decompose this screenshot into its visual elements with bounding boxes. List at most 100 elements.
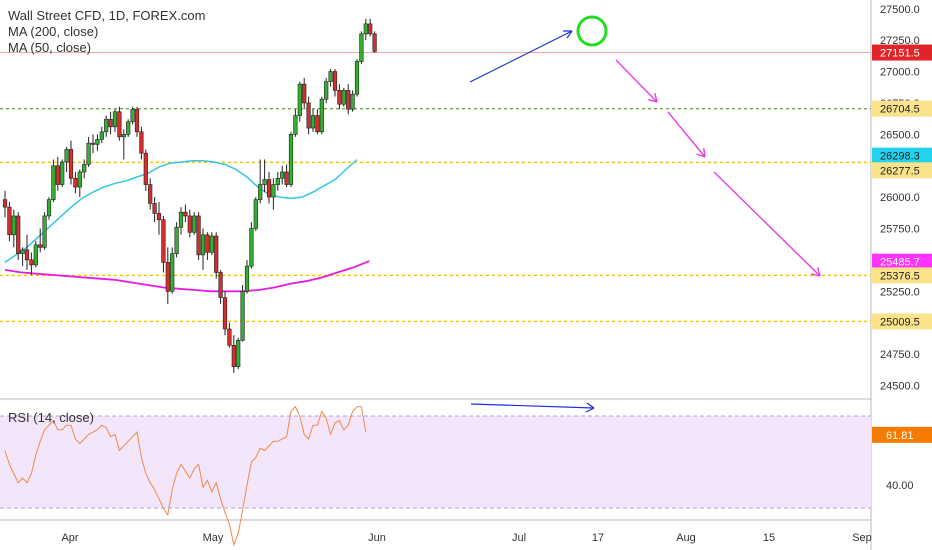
candle bbox=[24, 249, 30, 261]
candle bbox=[200, 234, 206, 256]
candle bbox=[231, 344, 236, 367]
price-tag-bg-2 bbox=[872, 147, 932, 164]
price-tick-label: 24500.0 bbox=[880, 380, 920, 392]
candle bbox=[227, 328, 232, 346]
candle bbox=[29, 259, 34, 266]
price-tag-bg-5 bbox=[872, 267, 932, 284]
candle bbox=[121, 134, 126, 138]
forecast-arrow-0 bbox=[615, 59, 658, 103]
candle bbox=[77, 171, 82, 188]
candle bbox=[148, 184, 153, 204]
candle bbox=[275, 177, 280, 185]
rsi-tag-label: 61.81 bbox=[886, 430, 914, 442]
candle bbox=[55, 165, 60, 185]
candle bbox=[86, 142, 91, 165]
rsi-legend: RSI (14, close) bbox=[8, 410, 94, 425]
price-tick-label: 25250.0 bbox=[880, 286, 920, 298]
candle bbox=[82, 164, 87, 173]
price-tag-bg-1 bbox=[872, 100, 932, 117]
rsi-divergence-arrowhead bbox=[585, 402, 595, 413]
candle bbox=[156, 213, 162, 221]
date-tick-label: 15 bbox=[763, 532, 775, 544]
forecast-arrow-2 bbox=[713, 171, 821, 277]
legend-ma50: MA (50, close) bbox=[8, 40, 92, 55]
candle bbox=[11, 215, 16, 236]
rsi-tag-bg bbox=[872, 426, 932, 443]
candle bbox=[46, 199, 52, 217]
price-tag-bg-4 bbox=[872, 253, 932, 270]
candle bbox=[183, 211, 188, 217]
date-tick-label: Apr bbox=[61, 532, 78, 544]
candle bbox=[7, 206, 12, 236]
price-tag-label: 26298.3 bbox=[880, 151, 920, 163]
candle bbox=[280, 171, 285, 179]
candle bbox=[249, 228, 254, 267]
candle bbox=[214, 235, 219, 273]
chart-title: Wall Street CFD, 1D, FOREX.com bbox=[8, 8, 206, 23]
candle bbox=[42, 215, 47, 248]
candle bbox=[310, 115, 316, 129]
candle bbox=[90, 142, 96, 145]
forecast-arrow-1 bbox=[667, 111, 706, 158]
candle bbox=[354, 61, 360, 95]
candle bbox=[359, 33, 364, 62]
price-tag-label: 26277.5 bbox=[880, 165, 920, 177]
candle bbox=[297, 83, 302, 116]
ma200-line bbox=[4, 260, 370, 293]
candle bbox=[288, 134, 294, 185]
candle bbox=[341, 90, 346, 105]
legend-ma200: MA (200, close) bbox=[8, 24, 99, 39]
price-trend-arrowhead bbox=[563, 30, 573, 39]
candle bbox=[104, 118, 109, 133]
candle bbox=[258, 184, 263, 200]
candle bbox=[253, 199, 258, 229]
date-tick-label: Aug bbox=[676, 532, 696, 544]
candle bbox=[178, 211, 184, 228]
rsi-line bbox=[4, 405, 367, 547]
price-tick-label: 27000.0 bbox=[880, 67, 920, 79]
date-tick-label: Jun bbox=[368, 532, 386, 544]
candle bbox=[2, 199, 8, 208]
price-tag-bg-6 bbox=[872, 313, 932, 330]
candle bbox=[196, 215, 201, 256]
candle bbox=[306, 102, 311, 129]
candle bbox=[38, 244, 43, 248]
candle bbox=[95, 139, 100, 145]
candle bbox=[271, 184, 276, 198]
date-tick-label: Sep bbox=[852, 532, 872, 544]
price-tag-label: 26704.5 bbox=[880, 104, 920, 116]
price-trend-line bbox=[469, 30, 573, 83]
candle bbox=[363, 23, 368, 35]
price-tag-label: 25009.5 bbox=[880, 316, 920, 328]
candle bbox=[266, 179, 272, 198]
candle bbox=[174, 226, 179, 254]
rsi-tick-label: 40.00 bbox=[886, 480, 914, 492]
date-tick-label: Jul bbox=[512, 532, 526, 544]
candle bbox=[302, 83, 307, 104]
candle bbox=[346, 90, 351, 110]
highlight-circle bbox=[576, 15, 608, 47]
price-tick-label: 27500.0 bbox=[880, 4, 920, 16]
candle bbox=[187, 215, 192, 233]
candle bbox=[16, 215, 21, 254]
candle bbox=[262, 179, 267, 185]
candle bbox=[161, 219, 166, 263]
candle bbox=[222, 297, 228, 330]
forecast-arrowhead-0 bbox=[648, 93, 658, 103]
chart-legend: Wall Street CFD, 1D, FOREX.com MA (200, … bbox=[8, 8, 205, 56]
candle bbox=[315, 115, 320, 133]
candle bbox=[139, 131, 144, 154]
candle bbox=[130, 108, 135, 123]
date-tick-label: May bbox=[203, 532, 224, 544]
forecast-arrowhead-1 bbox=[696, 147, 706, 158]
candle bbox=[117, 111, 122, 138]
candle bbox=[205, 234, 210, 253]
candle bbox=[20, 249, 25, 254]
candle bbox=[368, 23, 373, 35]
candle bbox=[337, 90, 342, 105]
price-tag-bg-0 bbox=[872, 44, 932, 61]
candle bbox=[126, 121, 131, 135]
candle bbox=[165, 262, 170, 292]
